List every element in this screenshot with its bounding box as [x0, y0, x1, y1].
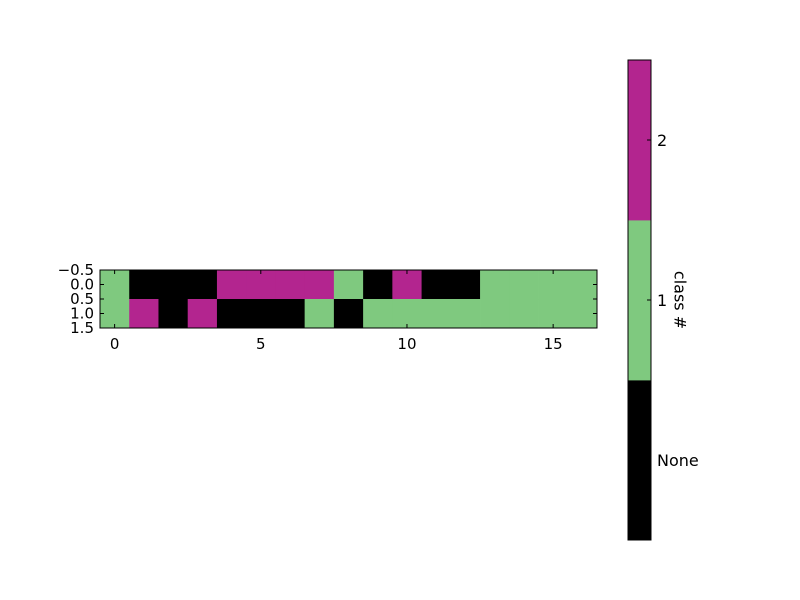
x-axis-ticks: 0 5 10 15: [110, 270, 563, 353]
colorbar-segment: [628, 60, 651, 221]
heatmap-cell: [100, 299, 130, 329]
x-tick-label: 15: [544, 335, 563, 353]
heatmap-cell: [187, 270, 218, 300]
x-tick-label: 5: [256, 335, 266, 353]
colorbar-tick-label: 2: [657, 131, 667, 150]
heatmap-cell: [567, 270, 598, 300]
heatmap-cell: [216, 299, 247, 329]
heatmap-cell: [480, 270, 510, 300]
heatmap-cell: [275, 270, 306, 300]
y-tick-label: 0.5: [70, 290, 94, 308]
colorbar: [628, 60, 651, 541]
heatmap-cell: [509, 299, 539, 329]
heatmap-cell: [304, 299, 335, 329]
heatmap-cell: [567, 299, 598, 329]
colorbar-segment: [628, 220, 651, 381]
y-tick-label: 0.0: [70, 276, 94, 294]
heatmap-cell: [275, 299, 306, 329]
y-tick-label: 1.5: [70, 319, 94, 337]
heatmap-cells: [100, 270, 598, 329]
heatmap-cell: [158, 299, 189, 329]
colorbar-tick-label: 1: [657, 291, 667, 310]
heatmap-cell: [392, 299, 422, 329]
heatmap-cell: [158, 270, 189, 300]
heatmap-cell: [187, 299, 218, 329]
heatmap-cell: [450, 299, 481, 329]
heatmap-cell: [246, 270, 276, 300]
heatmap-cell: [216, 270, 247, 300]
heatmap-cell: [333, 270, 364, 300]
heatmap-cell: [304, 270, 335, 300]
colorbar-tick-label: None: [657, 451, 699, 470]
y-axis-ticks: −0.50.00.51.01.5: [58, 261, 597, 337]
colorbar-ticks: None 1 2: [647, 131, 699, 470]
x-tick-label: 10: [397, 335, 416, 353]
y-tick-label: 1.0: [70, 305, 94, 323]
colorbar-label: class #: [671, 271, 690, 329]
heatmap-cell: [129, 299, 159, 329]
heatmap-cell: [129, 270, 159, 300]
heatmap-cell: [333, 299, 364, 329]
heatmap-cell: [363, 270, 393, 300]
heatmap-cell: [392, 270, 422, 300]
heatmap-cell: [421, 299, 452, 329]
y-tick-label: −0.5: [58, 261, 94, 279]
heatmap-cell: [100, 270, 130, 300]
heatmap-cell: [450, 270, 481, 300]
heatmap-cell: [538, 270, 569, 300]
x-tick-label: 0: [110, 335, 120, 353]
heatmap-cell: [363, 299, 393, 329]
heatmap-cell: [480, 299, 510, 329]
heatmap-cell: [421, 270, 452, 300]
colorbar-segment: [628, 380, 651, 541]
heatmap-cell: [509, 270, 539, 300]
heatmap-cell: [538, 299, 569, 329]
heatmap-cell: [246, 299, 276, 329]
